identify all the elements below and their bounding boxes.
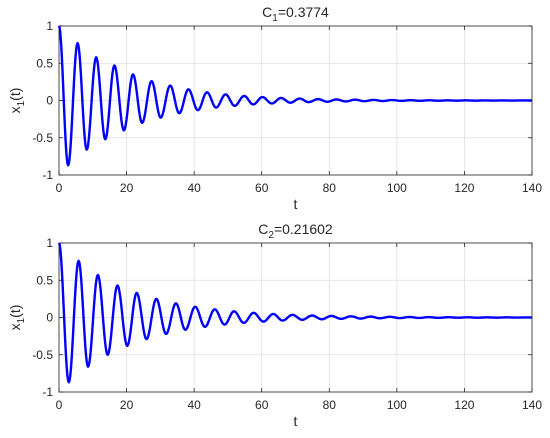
x-tick-label: 140	[522, 181, 542, 195]
x-axis-label: t	[294, 196, 298, 212]
x-tick-label: 40	[187, 398, 201, 412]
y-tick-label: 0	[46, 94, 53, 108]
x-tick-label: 100	[387, 398, 407, 412]
chart-title: C2=0.21602	[258, 221, 333, 241]
x-tick-label: 100	[387, 181, 407, 195]
subplot-bottom: 0 20 40 60 80 100 120 140 -1 -0.5 0 0.5 1 C2=0.2160…	[7, 221, 542, 429]
y-tick-label: -0.5	[32, 348, 53, 362]
x-tick-label: 60	[255, 181, 269, 195]
x-tick-labels: 0 20 40 60 80 100 120 140	[56, 398, 543, 412]
x-tick-label: 0	[56, 398, 63, 412]
x-tick-label: 0	[56, 181, 63, 195]
y-axis-label: x1(t)	[7, 88, 27, 114]
y-tick-label: 1	[46, 19, 53, 33]
x-tick-label: 140	[522, 398, 542, 412]
y-tick-label: -1	[42, 385, 53, 399]
y-tick-label: -1	[42, 168, 53, 182]
y-axis-label: x1(t)	[7, 305, 27, 331]
y-tick-labels: -1 -0.5 0 0.5 1	[32, 236, 53, 399]
x-tick-label: 80	[323, 398, 337, 412]
y-tick-label: 0.5	[36, 273, 53, 287]
x-tick-labels: 0 20 40 60 80 100 120 140	[56, 181, 543, 195]
x-tick-label: 20	[120, 398, 134, 412]
y-tick-labels: -1 -0.5 0 0.5 1	[32, 19, 53, 182]
x-tick-label: 20	[120, 181, 134, 195]
x-tick-label: 40	[187, 181, 201, 195]
y-tick-label: 1	[46, 236, 53, 250]
x-tick-label: 80	[323, 181, 337, 195]
x-tick-label: 60	[255, 398, 269, 412]
chart-title: C1=0.3774	[262, 4, 329, 24]
y-tick-label: -0.5	[32, 131, 53, 145]
series-line	[57, 25, 534, 167]
x-axis-label: t	[294, 413, 298, 429]
subplot-top: 0 20 40 60 80 100 120 140 -1 -0.5 0 0.5 1 C1=0.3774…	[7, 4, 542, 212]
x-tick-label: 120	[454, 181, 474, 195]
series-line	[57, 242, 533, 384]
y-tick-label: 0	[46, 311, 53, 325]
y-tick-label: 0.5	[36, 56, 53, 70]
x-tick-label: 120	[454, 398, 474, 412]
